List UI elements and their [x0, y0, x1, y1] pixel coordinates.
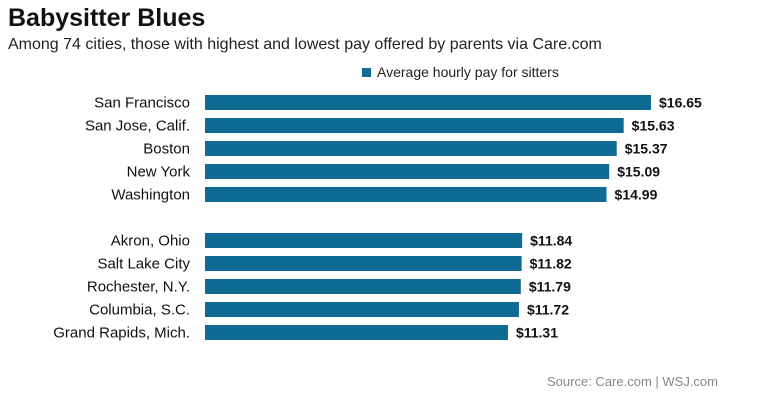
value-label: $11.79 [529, 279, 571, 295]
value-label: $15.09 [617, 164, 660, 180]
legend-label: Average hourly pay for sitters [377, 64, 559, 80]
bar [205, 95, 651, 110]
value-label: $11.82 [530, 256, 572, 272]
source-note: Source: Care.com | WSJ.com [547, 374, 718, 389]
bar [205, 302, 519, 317]
value-label: $11.72 [527, 302, 569, 318]
bar [205, 279, 521, 294]
value-label: $11.31 [516, 325, 558, 341]
bar [205, 233, 523, 248]
bar [205, 325, 508, 340]
value-label: $15.63 [632, 118, 675, 134]
category-label: San Francisco [94, 95, 190, 112]
bar [205, 164, 610, 179]
bar [205, 256, 522, 271]
category-label: Akron, Ohio [111, 233, 190, 250]
legend-swatch [362, 67, 371, 77]
category-label: Grand Rapids, Mich. [53, 325, 190, 342]
category-label: Boston [143, 141, 190, 158]
value-label: $14.99 [615, 187, 658, 203]
chart-legend: Average hourly pay for sitters [362, 64, 559, 80]
value-label: $15.37 [625, 141, 668, 157]
chart-title: Babysitter Blues [8, 4, 206, 32]
bar [205, 118, 624, 133]
category-label: Washington [111, 187, 190, 204]
category-label: Columbia, S.C. [89, 302, 190, 319]
value-label: $11.84 [530, 233, 572, 249]
bar [205, 187, 607, 202]
category-label: Rochester, N.Y. [87, 279, 190, 296]
category-label: Salt Lake City [97, 256, 190, 273]
chart-subtitle: Among 74 cities, those with highest and … [8, 36, 602, 53]
category-label: San Jose, Calif. [85, 118, 190, 135]
category-label: New York [127, 164, 191, 181]
value-label: $16.65 [659, 95, 702, 111]
bar [205, 141, 617, 156]
